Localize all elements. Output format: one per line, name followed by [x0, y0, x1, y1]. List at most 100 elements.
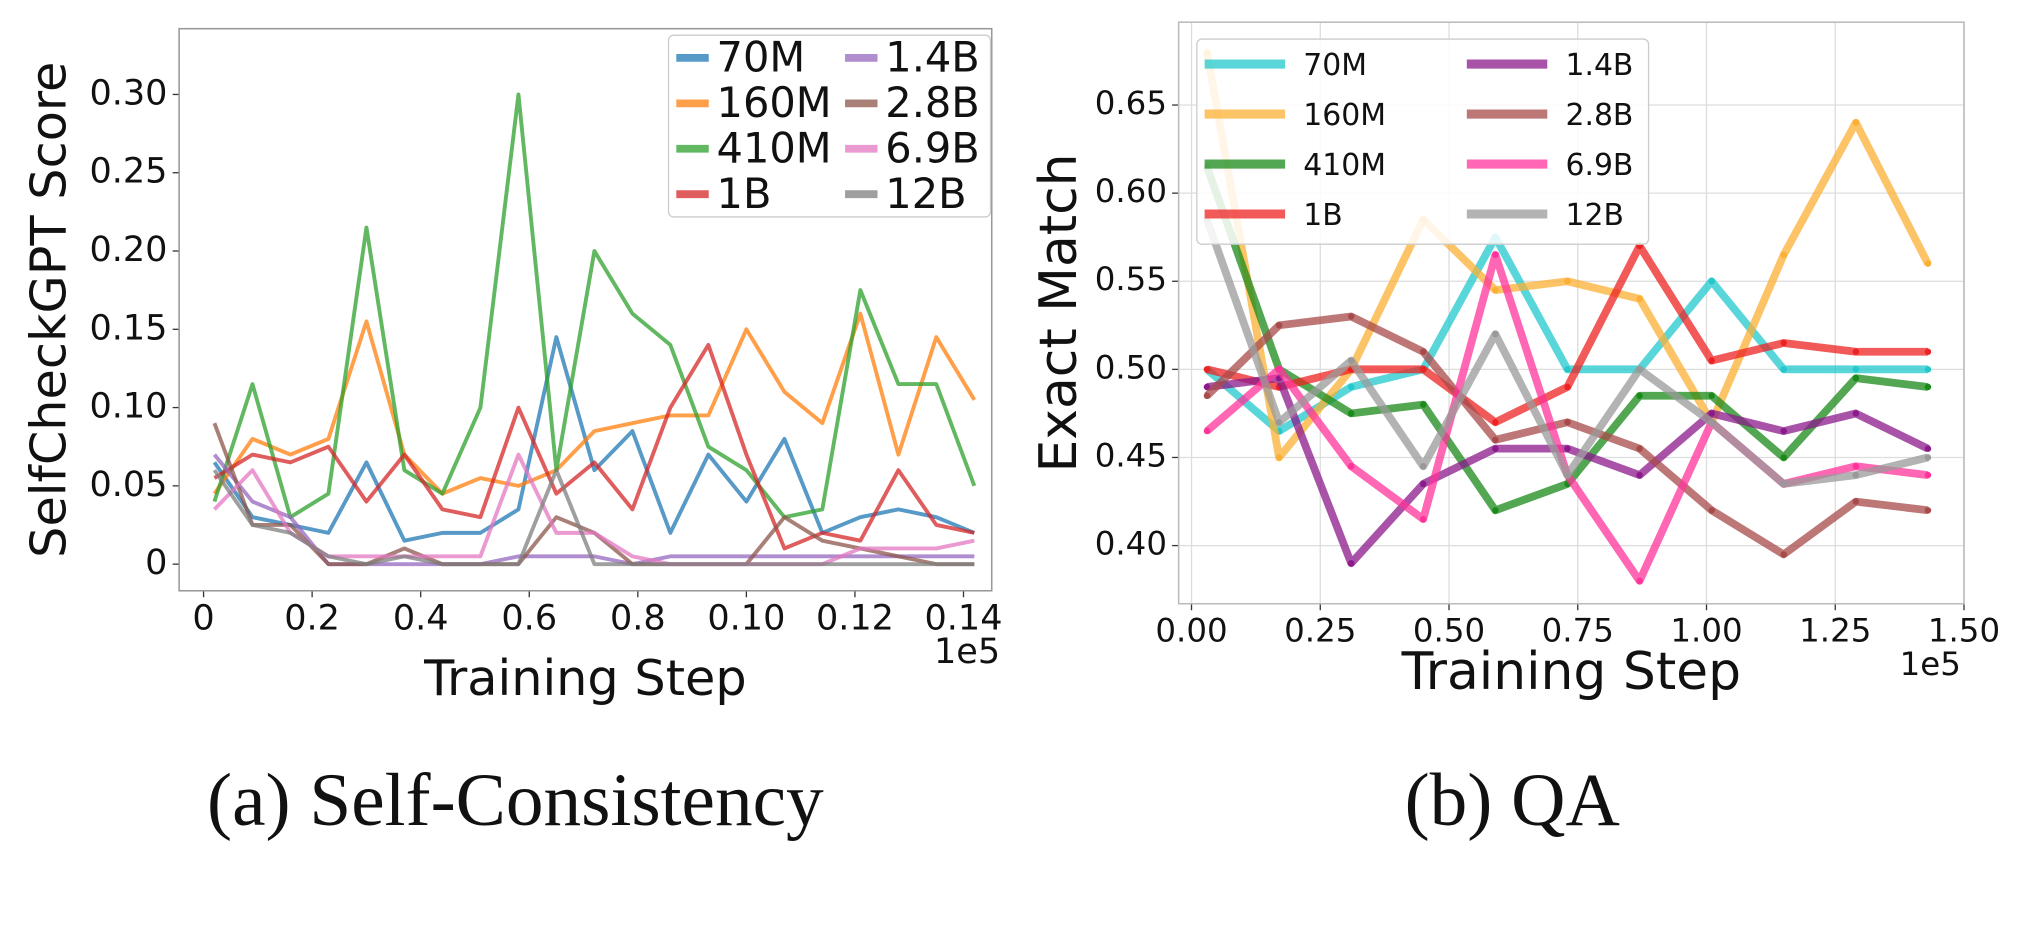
point	[1564, 383, 1571, 391]
legend-label: 70M	[1303, 48, 1367, 83]
point	[1420, 480, 1427, 488]
point	[1203, 366, 1211, 373]
point	[1780, 480, 1787, 488]
point	[1203, 392, 1211, 400]
point	[1492, 507, 1499, 514]
point	[1420, 463, 1427, 470]
x-tick-label: 0.12	[816, 597, 894, 638]
point	[1852, 410, 1860, 417]
point	[1347, 559, 1355, 567]
point	[1347, 463, 1355, 470]
point	[1924, 348, 1932, 355]
series-line	[212, 468, 975, 567]
point	[1780, 551, 1787, 558]
point	[1852, 498, 1860, 505]
y-tick-label: 0.05	[89, 464, 167, 505]
point	[1492, 436, 1499, 444]
point	[1924, 445, 1932, 452]
point	[1852, 374, 1860, 382]
y-tick-label: 0.45	[1095, 436, 1167, 474]
x-tick-label: 0.14	[925, 597, 1003, 638]
legend-label: 12B	[885, 169, 966, 218]
x-tick-label: 0.00	[1155, 611, 1227, 649]
point	[1780, 454, 1787, 461]
point	[1852, 471, 1860, 479]
point	[1203, 383, 1211, 391]
point	[1347, 410, 1355, 417]
point	[1347, 357, 1355, 364]
point	[1780, 366, 1787, 373]
y-tick-label: 0.25	[89, 151, 167, 192]
point	[1924, 260, 1932, 267]
point	[1420, 348, 1427, 355]
legend-label: 160M	[717, 78, 832, 127]
x-tick-label: 0	[192, 597, 214, 638]
point	[1924, 471, 1932, 479]
point	[1924, 366, 1932, 373]
legend-label: 2.8B	[885, 78, 980, 127]
point	[1636, 471, 1643, 479]
point	[1708, 357, 1715, 364]
x-offset-label: 1e5	[934, 631, 1000, 672]
point	[1636, 392, 1643, 400]
legend-label: 2.8B	[1565, 98, 1633, 133]
x-tick-label: 0.75	[1542, 611, 1614, 649]
x-tick-label: 1.00	[1670, 611, 1742, 649]
legend-label: 6.9B	[885, 123, 980, 172]
x-tick-label: 0.6	[501, 597, 557, 638]
point	[1492, 418, 1499, 426]
point	[1924, 454, 1932, 461]
y-tick-label: 0.10	[89, 386, 167, 427]
legend-label: 410M	[1303, 148, 1386, 183]
point	[1780, 427, 1787, 435]
y-tick-label: 0.60	[1095, 172, 1167, 210]
point	[1852, 366, 1860, 373]
point	[1708, 418, 1715, 426]
y-tick-label: 0	[145, 542, 167, 583]
series-line	[213, 452, 975, 567]
point	[1492, 330, 1499, 338]
y-tick-label: 0.40	[1095, 525, 1167, 563]
legend-label: 1B	[1303, 198, 1342, 233]
point	[1708, 278, 1715, 285]
legend-label: 1.4B	[885, 33, 980, 82]
point	[1564, 278, 1571, 285]
point	[1780, 339, 1787, 347]
y-tick-label: 0.65	[1095, 84, 1167, 122]
x-axis-label: Training Step	[1401, 642, 1742, 702]
point	[1708, 507, 1715, 514]
legend-label: 70M	[717, 33, 806, 82]
y-tick-label: 0.55	[1095, 260, 1167, 298]
point	[1420, 515, 1427, 523]
point	[1924, 383, 1932, 391]
point	[1780, 251, 1787, 259]
legend-label: 12B	[1565, 198, 1623, 233]
point	[1492, 251, 1499, 259]
x-offset-label: 1e5	[1900, 645, 1961, 683]
x-tick-label: 0.50	[1413, 611, 1485, 649]
plot-frame	[178, 27, 993, 592]
point	[1347, 383, 1355, 391]
y-tick-label: 0.50	[1095, 348, 1167, 386]
x-tick-label: 0.4	[393, 597, 449, 638]
caption: (b) QA	[1405, 759, 1620, 842]
plot-frame	[1177, 21, 1965, 605]
point	[1275, 322, 1283, 329]
legend-label: 410M	[717, 123, 832, 172]
series-line	[212, 92, 977, 520]
x-tick-label: 0.10	[707, 597, 785, 638]
x-tick-label: 0.2	[284, 597, 340, 638]
point	[1852, 119, 1860, 126]
point	[1636, 366, 1643, 373]
point	[1924, 507, 1932, 514]
legend-label: 1B	[717, 169, 772, 218]
point	[1564, 471, 1571, 479]
x-tick-label: 1.50	[1928, 611, 2000, 649]
series-line	[213, 342, 975, 551]
legend-box	[1196, 38, 1650, 245]
legend-label: 6.9B	[1565, 148, 1633, 183]
x-tick-label: 0.8	[610, 597, 666, 638]
point	[1636, 445, 1643, 452]
point	[1564, 445, 1571, 452]
